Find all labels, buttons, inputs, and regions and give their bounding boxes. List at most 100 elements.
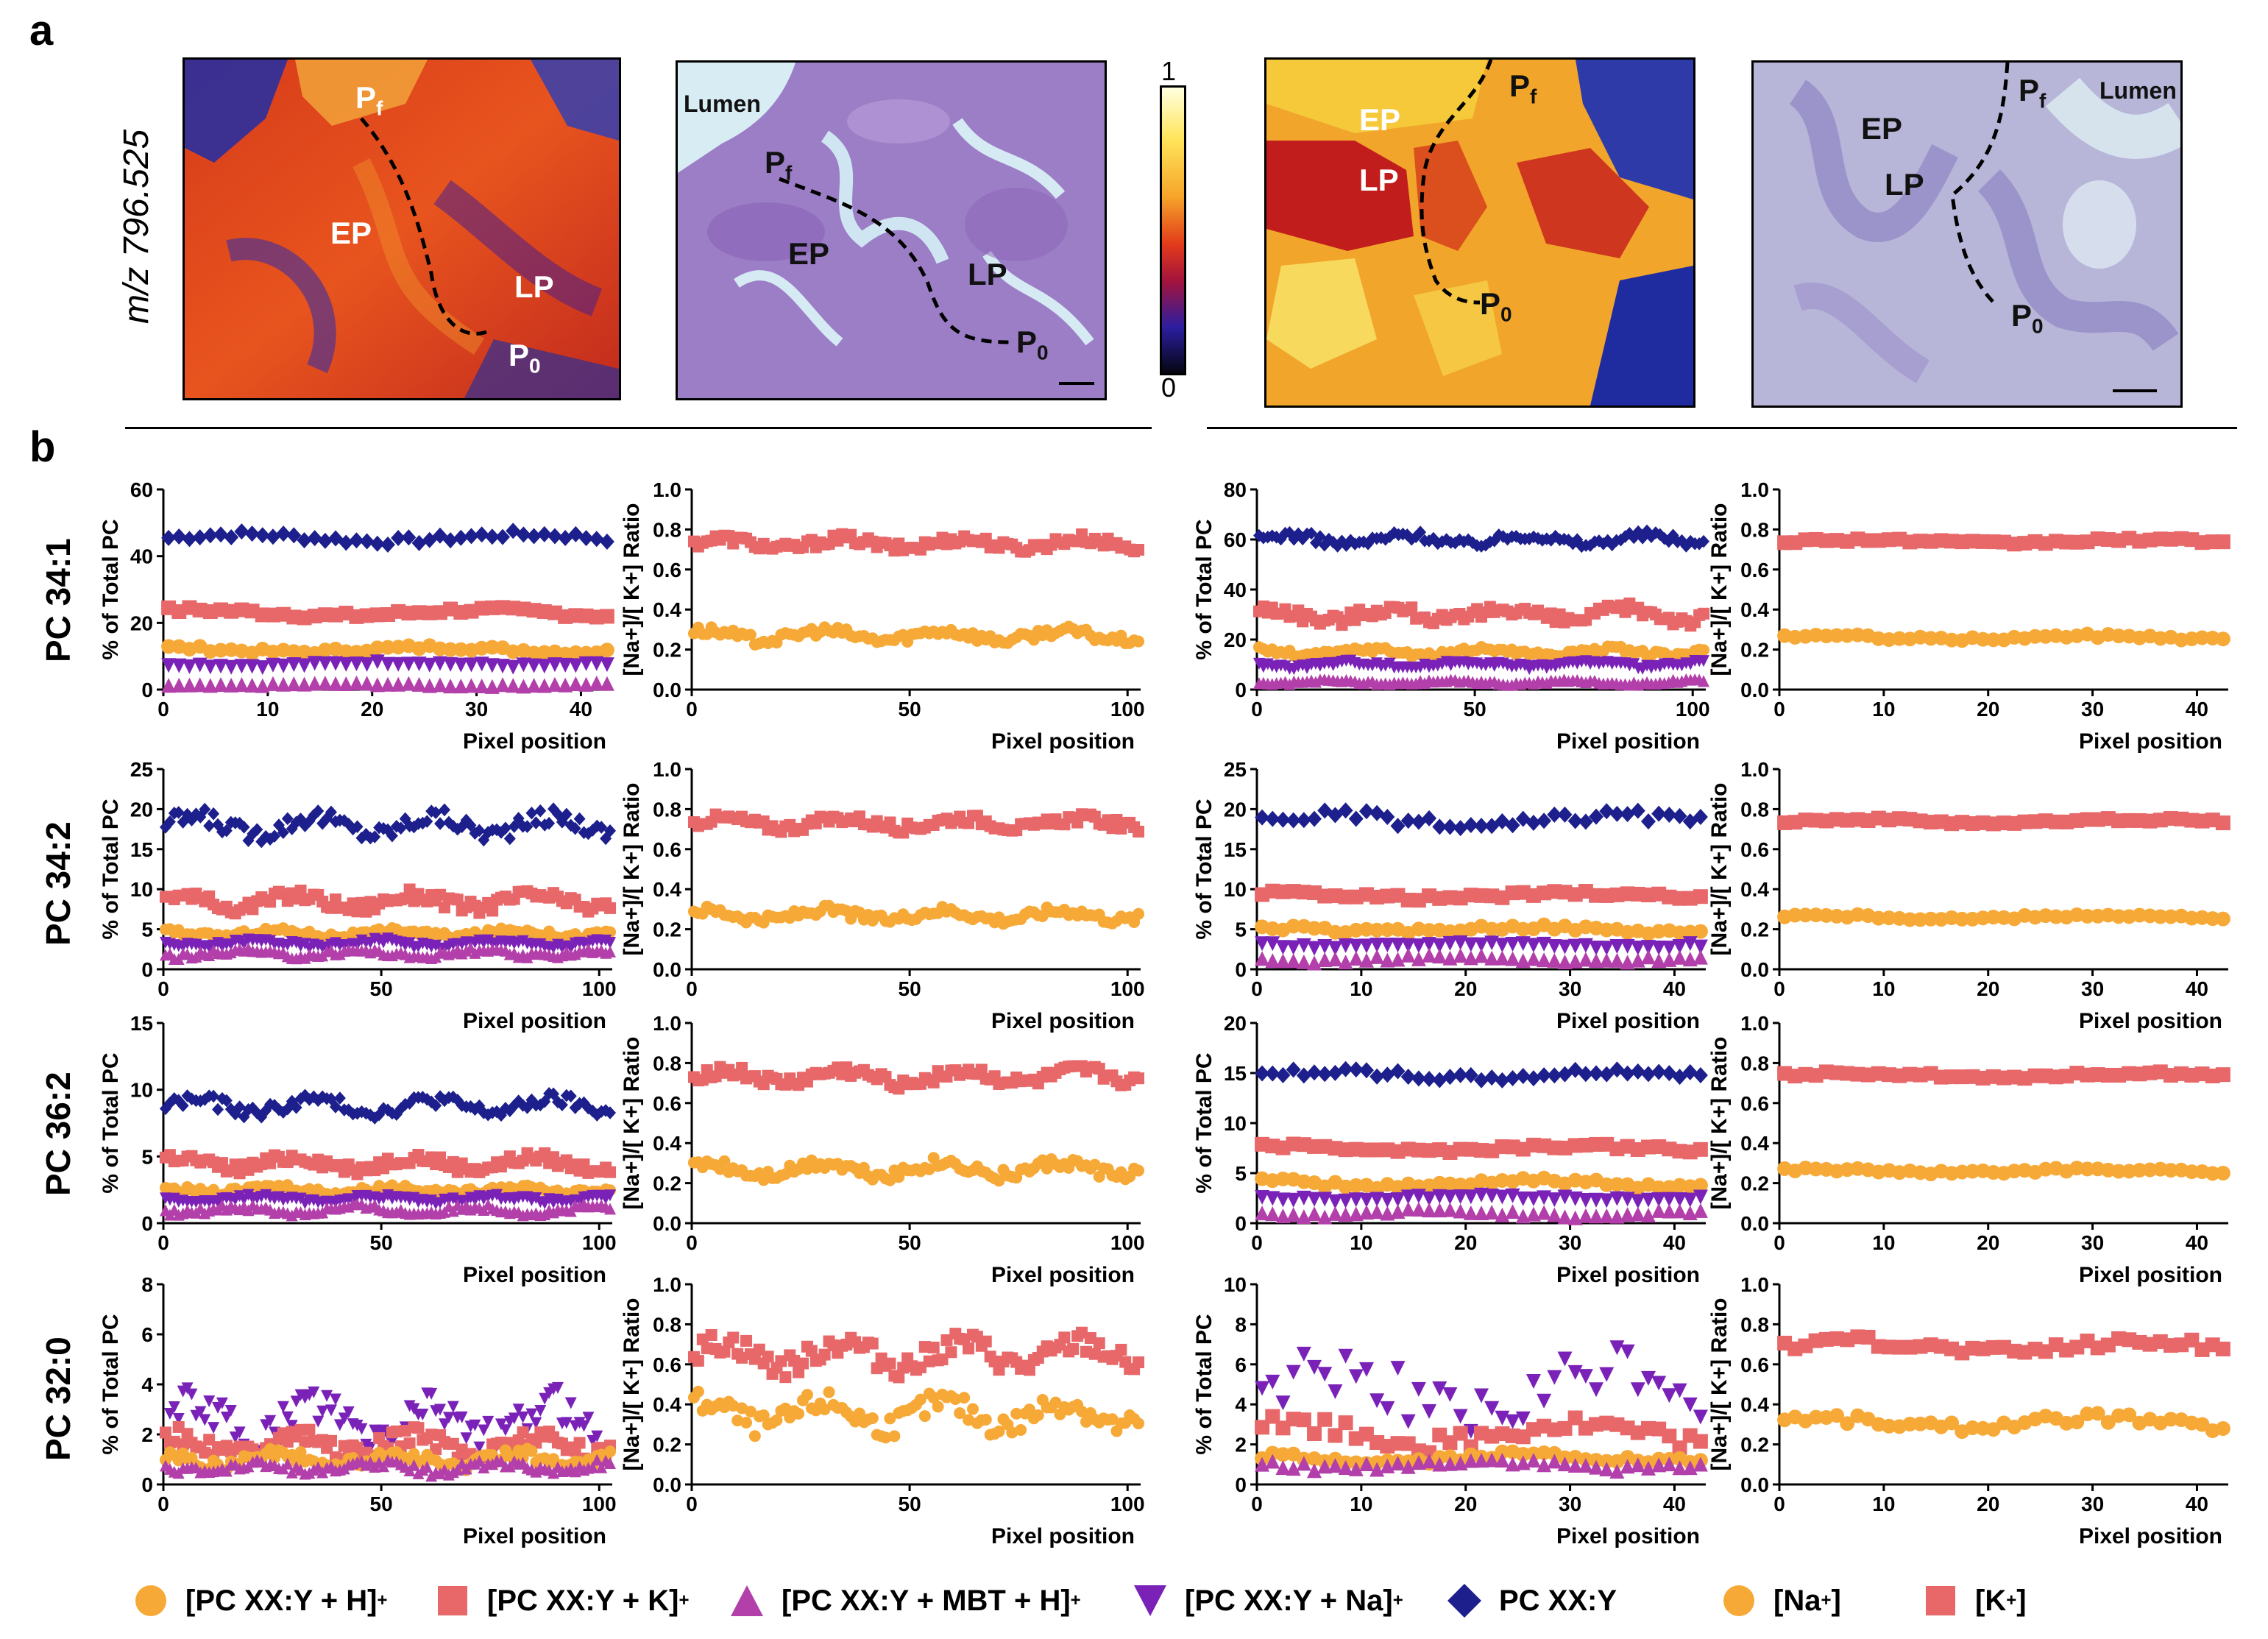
data-point-diamond	[307, 530, 322, 547]
data-point-diamond	[534, 804, 547, 818]
x-tick-label: 30	[2081, 698, 2104, 721]
data-point-square	[1058, 1331, 1071, 1344]
y-tick-label: 1.0	[1740, 758, 1769, 781]
data-point-square	[1693, 889, 1708, 905]
x-tick-label: 50	[899, 698, 921, 721]
data-point-triangle-down	[464, 657, 479, 673]
data-point-diamond	[453, 529, 469, 546]
data-point-diamond	[317, 532, 333, 549]
x-tick-label: 0	[686, 1231, 698, 1254]
x-tick-label: 50	[1464, 698, 1486, 721]
data-point-triangle-down	[234, 659, 249, 674]
square-marker-icon	[1926, 1586, 1955, 1615]
colorbar	[1160, 85, 1186, 375]
legend-text: [PC XX:Y + H]	[185, 1584, 378, 1617]
data-point-diamond	[369, 830, 381, 843]
y-axis-label: [Na+]/[ K+] Ratio	[620, 782, 644, 955]
x-axis-label: Pixel position	[2079, 1263, 2222, 1287]
img3-label-p0: P0	[1480, 286, 1512, 326]
y-tick-label: 5	[1235, 1162, 1247, 1185]
data-point-triangle-up	[599, 676, 614, 691]
data-point-triangle-up	[1682, 1205, 1698, 1220]
data-point-diamond	[1349, 537, 1361, 551]
data-point-triangle-down	[391, 656, 406, 672]
y-tick-label: 1.0	[653, 758, 681, 781]
legend: [PC XX:Y + H] + [PC XX:Y + K] + [PC XX:Y +…	[0, 1582, 2268, 1634]
data-point-diamond	[386, 829, 398, 843]
x-tick-label: 0	[686, 1493, 698, 1515]
x-tick-label: 20	[1454, 1493, 1477, 1515]
data-point-triangle-down	[1547, 1192, 1562, 1208]
data-point-circle	[213, 642, 229, 658]
x-tick-label: 40	[2186, 698, 2208, 721]
x-tick-label: 50	[899, 1493, 921, 1515]
x-tick-label: 10	[256, 698, 279, 721]
data-point-diamond	[161, 529, 177, 546]
data-point-diamond	[359, 533, 375, 550]
data-point-triangle-up	[1400, 947, 1416, 963]
msi-image-1: Pf EP LP P0	[182, 57, 621, 400]
data-point-diamond	[208, 807, 220, 821]
x-tick-label: 40	[1663, 977, 1686, 1000]
panel-letter-a: a	[29, 7, 54, 54]
data-point-diamond	[438, 803, 450, 817]
data-point-diamond	[171, 528, 187, 545]
data-point-triangle-up	[276, 676, 291, 692]
data-point-diamond	[589, 531, 604, 548]
data-point-triangle-down	[1380, 1401, 1395, 1416]
x-tick-label: 40	[1663, 1493, 1686, 1515]
data-point-circle	[599, 642, 614, 658]
data-point-triangle-down	[213, 659, 229, 674]
x-tick-label: 100	[582, 977, 617, 1000]
x-tick-label: 50	[899, 977, 921, 1000]
data-point-circle	[2215, 1420, 2230, 1436]
data-point-circle	[453, 642, 469, 657]
data-point-diamond	[1645, 530, 1657, 543]
data-point-diamond	[421, 815, 433, 828]
data-point-triangle-down	[1693, 1189, 1708, 1205]
data-point-diamond	[1525, 1070, 1541, 1087]
data-point-diamond	[1458, 535, 1470, 548]
data-point-triangle-up	[1547, 1207, 1562, 1222]
data-point-diamond	[434, 817, 447, 830]
data-point-triangle-up	[558, 677, 573, 693]
data-point-triangle-up	[171, 677, 187, 693]
x-tick-label: 0	[1773, 1231, 1785, 1254]
data-point-square	[945, 1346, 957, 1359]
data-point-triangle-down	[1698, 655, 1710, 668]
data-point-triangle-down	[1317, 1192, 1333, 1207]
data-point-triangle-up	[1463, 950, 1478, 966]
data-point-diamond	[1307, 810, 1322, 827]
y-tick-label: 6	[141, 1323, 153, 1346]
data-point-triangle-up	[506, 678, 521, 693]
data-point-triangle-down	[202, 659, 218, 675]
data-point-diamond	[530, 816, 542, 829]
x-tick-label: 0	[157, 698, 169, 721]
data-point-triangle-up	[568, 676, 584, 692]
data-point-circle	[2111, 628, 2127, 643]
data-point-square	[1317, 1412, 1333, 1427]
y-tick-label: 0.0	[653, 1473, 681, 1496]
data-point-triangle-down	[1328, 1384, 1343, 1399]
data-point-triangle-down	[255, 660, 270, 676]
data-point-triangle-up	[224, 677, 239, 693]
y-tick-label: 5	[141, 918, 153, 941]
legend-text: [Na	[1773, 1584, 1821, 1617]
data-point-triangle-down	[1682, 1192, 1698, 1208]
x-tick-label: 0	[1251, 1493, 1263, 1515]
data-point-triangle-up	[1537, 1205, 1552, 1220]
y-tick-label: 15	[1224, 838, 1247, 861]
data-point-triangle-up	[1390, 1204, 1406, 1219]
data-point-triangle-up	[474, 679, 489, 694]
chart-r1c2: 0.0 0.2 0.4 0.6 0.8 1.0 0 50 100 Pixel position [N…	[620, 478, 1145, 754]
data-point-diamond	[432, 527, 447, 544]
img1-label-lp: LP	[514, 269, 554, 304]
data-point-triangle-up	[1693, 949, 1708, 965]
data-point-triangle-up	[213, 677, 229, 693]
y-tick-label: 0.4	[1740, 1393, 1769, 1416]
data-point-triangle-up	[265, 676, 280, 691]
data-point-circle	[1923, 631, 1938, 646]
data-point-diamond	[244, 525, 260, 542]
data-point-diamond	[238, 821, 250, 834]
